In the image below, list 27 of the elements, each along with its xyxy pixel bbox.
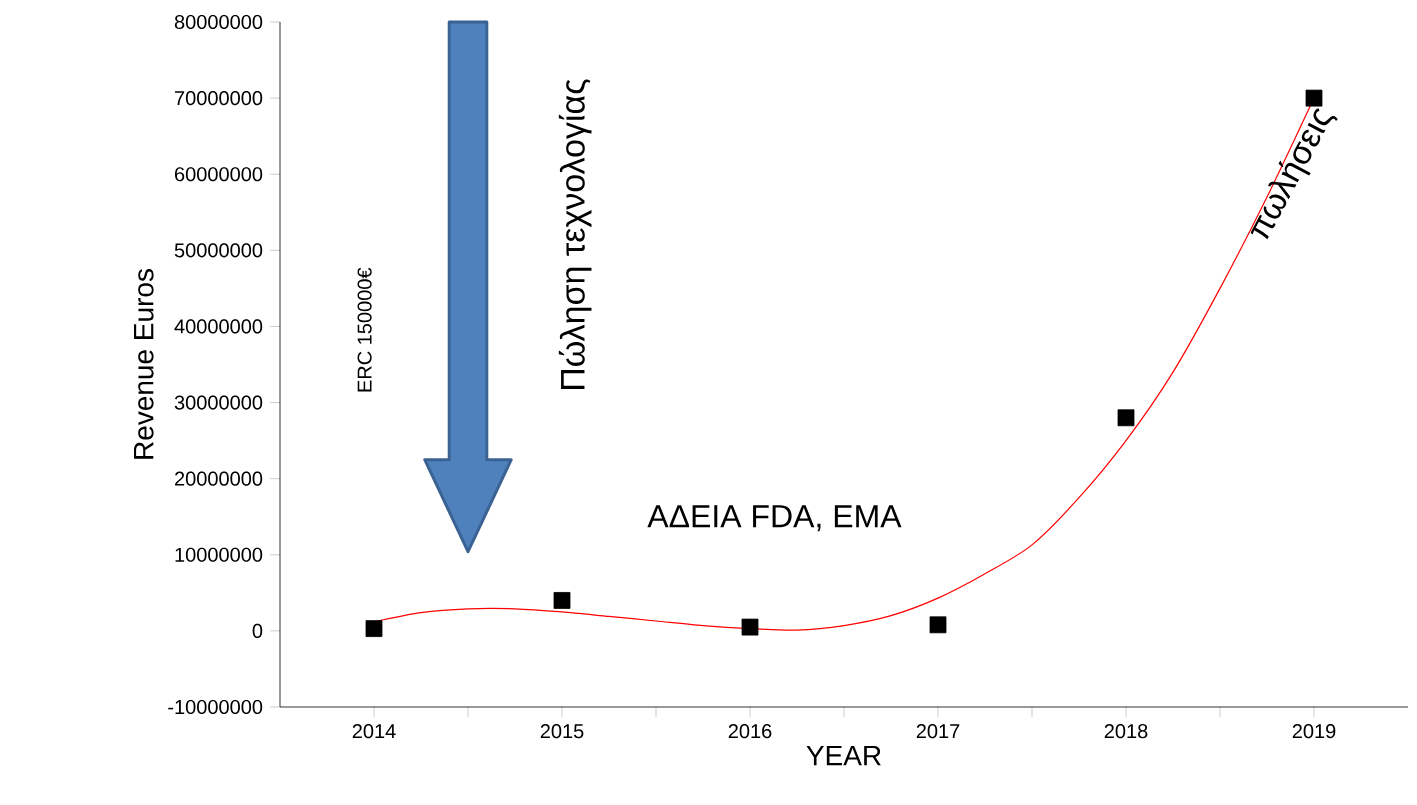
point bbox=[929, 616, 947, 634]
y-tick-label: 0 bbox=[252, 623, 263, 638]
y-tick-label: -10000000 bbox=[168, 699, 263, 715]
y-tick-label: 60000000 bbox=[175, 167, 263, 182]
point bbox=[1305, 89, 1323, 107]
x-tick-label: 2016 bbox=[728, 724, 772, 739]
y-tick-label: 10000000 bbox=[175, 547, 263, 562]
y-tick-label: 30000000 bbox=[174, 395, 263, 410]
point bbox=[741, 618, 759, 636]
x-tick-label: 2019 bbox=[1292, 724, 1336, 739]
x-tick-label: 2017 bbox=[916, 724, 960, 739]
y-axis-title: Revenue Euros bbox=[134, 269, 154, 459]
point bbox=[365, 620, 383, 638]
x-tick-label: 2015 bbox=[540, 724, 584, 739]
point bbox=[1117, 409, 1135, 427]
y-tick-label: 20000000 bbox=[175, 471, 263, 486]
annotation: ΑΔΕΙΑ FDA, EMA bbox=[647, 505, 902, 532]
y-tick-label: 70000000 bbox=[175, 91, 263, 106]
annotation: Πώληση τεχνολογίας bbox=[558, 79, 592, 390]
y-tick-label: 80000000 bbox=[174, 14, 263, 30]
y-tick-label: 40000000 bbox=[174, 319, 263, 334]
y-tick-label: 50000000 bbox=[174, 243, 263, 258]
point bbox=[553, 592, 571, 609]
annotation: ERC 150000€ bbox=[357, 267, 372, 392]
x-tick-label: 2014 bbox=[352, 724, 396, 739]
x-tick-label: 2018 bbox=[1104, 724, 1148, 739]
x-axis-title: YEAR bbox=[806, 745, 881, 766]
